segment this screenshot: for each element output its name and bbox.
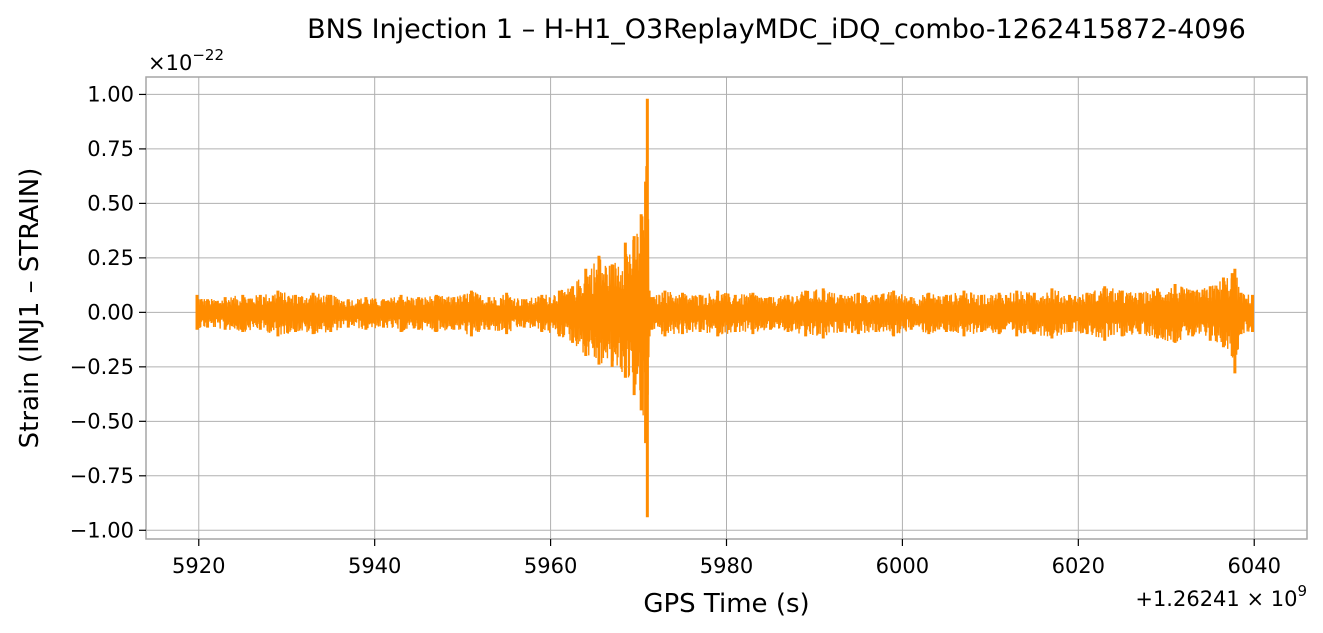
y-axis-scale-label: ×10−22: [148, 46, 224, 75]
ticks-layer: [139, 93, 1255, 546]
x-offset-times: × 10: [1240, 587, 1298, 611]
y-tick-label: −1.00: [70, 518, 134, 542]
y-tick-label: −0.50: [70, 409, 134, 433]
x-tick-label: 6000: [876, 554, 929, 578]
y-tick-label: 1.00: [87, 82, 134, 106]
plot-layer: [195, 98, 1254, 518]
strain-series-line: [196, 166, 1254, 433]
x-axis-label: GPS Time (s): [643, 589, 809, 619]
x-offset-exponent: 9: [1297, 582, 1307, 600]
y-tick-label: 0.50: [87, 191, 134, 215]
y-scale-exponent: −22: [192, 46, 224, 64]
x-tick-label: 5960: [524, 554, 577, 578]
y-axis-label: Strain (INJ1 – STRAIN): [15, 168, 45, 449]
x-tick-label: 5980: [700, 554, 753, 578]
y-tick-label: −0.25: [70, 355, 134, 379]
y-tick-label: 0.25: [87, 246, 134, 270]
x-axis-offset-label: +1.26241 × 109: [1135, 582, 1307, 611]
x-tick-label: 5920: [172, 554, 225, 578]
y-scale-base: ×10: [148, 51, 192, 75]
x-offset-base: +1.26241: [1135, 587, 1239, 611]
strain-envelope-peaks: [195, 98, 1254, 518]
y-tick-label: 0.75: [87, 137, 134, 161]
x-tick-label: 6020: [1052, 554, 1105, 578]
x-tick-label: 6040: [1228, 554, 1281, 578]
labels-layer: 5920 5940 5960 5980 6000 6020 6040 1.00 0.75 0.50…: [70, 82, 1281, 578]
y-tick-label: −0.75: [70, 464, 134, 488]
y-tick-label: 0.00: [87, 300, 134, 324]
x-tick-label: 5940: [348, 554, 401, 578]
chart-title: BNS Injection 1 – H-H1_O3ReplayMDC_iDQ_c…: [307, 14, 1246, 45]
